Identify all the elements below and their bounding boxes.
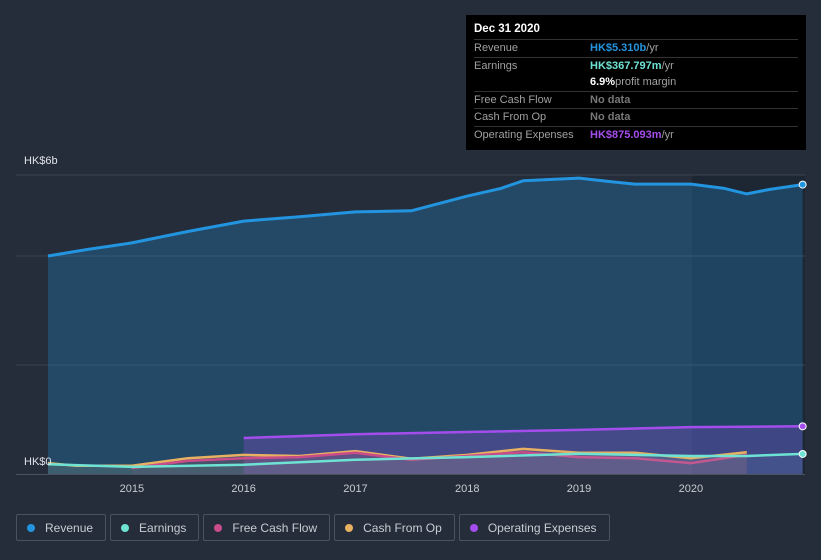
tooltip-row: Revenue HK$5.310b /yr [474,39,798,57]
y-axis-bottom-label: HK$0 [24,456,52,468]
tooltip-row: Free Cash Flow No data [474,90,798,109]
revenue-endpoint [798,180,807,189]
revenue-area [48,178,803,474]
y-axis-top-label: HK$6b [24,155,58,167]
tooltip-row-value: No data [590,111,631,124]
tooltip-row: Operating Expenses HK$875.093m /yr [474,125,798,144]
legend-dot-icon [214,523,223,532]
operating-expenses-line [243,425,803,440]
revenue-line [47,176,803,258]
tooltip-row-value: HK$5.310b [590,42,647,55]
tooltip-row-unit: profit margin [615,76,677,89]
tooltip-row-value: No data [590,93,631,106]
x-tick-label: 2018 [455,483,479,495]
tooltip-row-label: Earnings [474,59,518,72]
tooltip-row-label: Cash From Op [474,111,547,124]
legend-label: Operating Expenses [487,520,597,535]
tooltip-row-label: Operating Expenses [474,128,574,141]
tooltip-row-unit: /yr [646,42,659,55]
earnings-line [47,452,803,469]
legend-item-earnings[interactable]: Earnings [110,514,200,541]
legend-item-cash-from-op[interactable]: Cash From Op [334,514,455,541]
x-tick-label: 2020 [679,483,703,495]
line-chart: 2015 2016 2017 2018 2019 2020 [16,174,807,495]
legend-label: Free Cash Flow [232,520,318,535]
tooltip-row-value: 6.9% [590,76,616,89]
legend-label: Earnings [139,520,187,535]
legend: Revenue Earnings Free Cash Flow Cash From O… [16,514,610,541]
legend-dot-icon [27,523,35,532]
legend-dot-icon [345,523,354,532]
tooltip-row-label: Free Cash Flow [474,93,552,106]
legend-item-free-cash-flow[interactable]: Free Cash Flow [203,514,331,541]
legend-item-revenue[interactable]: Revenue [16,514,107,541]
forecast-region [692,175,805,475]
tooltip-row-value: HK$875.093m [590,128,662,141]
tooltip-row: Earnings HK$367.797m /yr [474,56,798,75]
legend-dot-icon [121,523,130,532]
tooltip-row-label: Revenue [474,42,519,55]
earnings-area [48,453,803,474]
x-tick-label: 2019 [567,483,591,495]
legend-dot-icon [469,523,478,532]
cash-from-op-line [47,447,747,468]
tooltip-row-unit: /yr [661,59,674,72]
tooltip-date: Dec 31 2020 [474,23,540,35]
x-tick-label: 2016 [231,483,255,495]
legend-label: Cash From Op [363,520,442,535]
x-tick-label: 2017 [343,483,367,495]
tooltip-row-value: HK$367.797m [590,59,662,72]
tooltip-row: 6.9% profit margin [474,74,798,91]
operating-expenses-endpoint [798,422,807,431]
earnings-endpoint [798,449,807,458]
legend-label: Revenue [45,520,94,535]
x-tick-label: 2015 [120,483,144,495]
tooltip-row-unit: /yr [661,128,674,141]
tooltip: Dec 31 2020 Revenue HK$5.310b /yr Earnings… [466,15,806,150]
tooltip-row: Cash From Op No data [474,108,798,126]
legend-item-operating-expenses[interactable]: Operating Expenses [458,514,610,541]
